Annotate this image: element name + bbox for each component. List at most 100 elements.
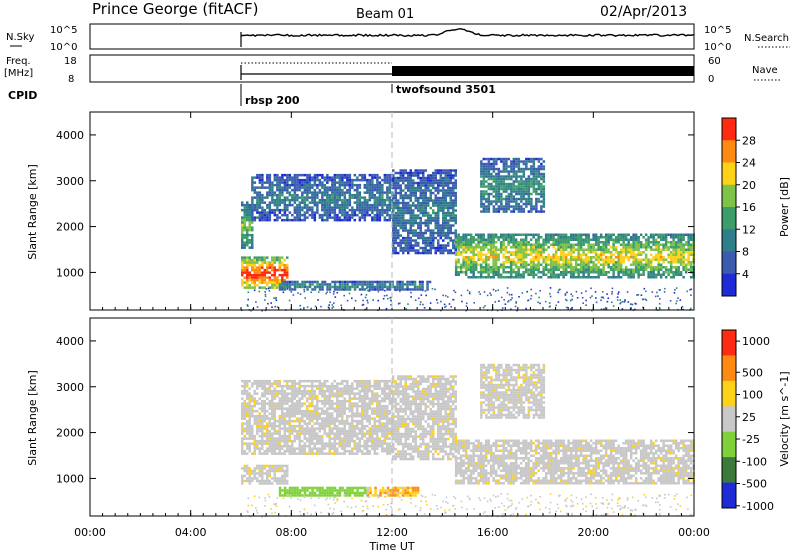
echo-cell xyxy=(412,231,415,235)
echo-cell xyxy=(253,449,256,453)
echo-cell xyxy=(525,202,528,206)
echo-cell xyxy=(271,407,274,410)
echo-cell xyxy=(687,236,690,239)
echo-cell xyxy=(301,447,304,450)
echo-cell xyxy=(281,412,284,415)
echo-cell xyxy=(454,249,457,252)
echo-cell xyxy=(485,192,488,196)
echo-cell xyxy=(273,387,276,390)
ground-scatter-cell xyxy=(642,306,644,309)
echo-cell xyxy=(263,482,266,485)
echo-cell xyxy=(346,216,349,219)
ground-scatter-cell xyxy=(677,297,679,299)
echo-cell xyxy=(358,206,362,209)
echo-cell xyxy=(534,273,538,276)
echo-cell xyxy=(452,214,455,217)
echo-cell xyxy=(296,183,299,187)
echo-cell xyxy=(306,208,309,212)
echo-cell xyxy=(414,239,417,242)
echo-cell xyxy=(266,196,269,199)
echo-cell xyxy=(306,409,309,413)
echo-cell xyxy=(386,285,389,289)
echo-cell xyxy=(444,189,447,192)
echo-cell xyxy=(669,236,673,239)
echo-cell xyxy=(447,184,450,187)
echo-cell xyxy=(569,263,573,266)
echo-cell xyxy=(378,193,382,197)
echo-cell xyxy=(276,173,279,177)
echo-cell xyxy=(622,258,625,261)
echo-cell xyxy=(577,273,580,276)
echo-cell xyxy=(394,206,397,210)
echo-cell xyxy=(368,181,372,184)
echo-cell xyxy=(540,185,543,188)
echo-cell xyxy=(361,173,364,177)
echo-cell xyxy=(607,266,610,269)
echo-cell xyxy=(283,449,286,453)
echo-cell xyxy=(500,182,503,186)
echo-cell xyxy=(454,221,457,225)
echo-cell xyxy=(482,175,486,178)
echo-cell xyxy=(474,238,478,241)
echo-cell xyxy=(241,432,244,435)
ground-scatter-cell xyxy=(414,299,417,301)
echo-cell xyxy=(246,402,249,405)
echo-cell xyxy=(278,263,281,267)
echo-cell xyxy=(525,157,528,161)
echo-cell xyxy=(534,263,538,266)
echo-cell xyxy=(617,276,620,279)
echo-cell xyxy=(564,271,568,274)
echo-cell xyxy=(248,286,251,289)
echo-cell xyxy=(552,243,555,246)
echo-cell xyxy=(348,191,352,194)
echo-cell xyxy=(261,482,264,485)
echo-cell xyxy=(306,196,309,199)
ground-scatter-cell xyxy=(436,299,438,301)
echo-cell xyxy=(485,180,488,183)
echo-cell xyxy=(467,266,470,269)
echo-cell xyxy=(273,477,276,480)
echo-cell xyxy=(261,181,264,184)
ground-scatter-cell xyxy=(268,290,271,292)
echo-cell xyxy=(303,422,306,425)
echo-cell xyxy=(597,238,600,241)
echo-cell xyxy=(687,241,690,244)
echo-cell xyxy=(268,432,271,435)
echo-cell xyxy=(328,198,332,202)
echo-cell xyxy=(333,216,337,219)
echo-cell xyxy=(577,238,580,241)
echo-cell xyxy=(537,185,541,188)
echo-cell xyxy=(507,243,510,246)
echo-cell xyxy=(537,187,541,191)
echo-cell xyxy=(298,427,301,430)
echo-cell xyxy=(682,251,685,254)
echo-cell xyxy=(251,238,254,242)
echo-cell xyxy=(529,273,533,276)
echo-cell xyxy=(268,442,271,445)
echo-cell xyxy=(301,429,304,433)
echo-cell xyxy=(524,238,528,241)
echo-cell xyxy=(434,231,437,235)
echo-cell xyxy=(432,209,435,212)
echo-cell xyxy=(343,201,347,204)
echo-cell xyxy=(524,241,528,244)
echo-cell xyxy=(487,200,491,203)
echo-cell xyxy=(273,464,276,468)
echo-cell xyxy=(537,253,540,256)
echo-cell xyxy=(371,176,374,179)
echo-cell xyxy=(494,248,498,251)
ground-scatter-cell xyxy=(675,302,677,305)
echo-cell xyxy=(419,219,422,222)
echo-cell xyxy=(363,186,367,189)
echo-cell xyxy=(321,288,324,291)
echo-cell xyxy=(273,404,276,408)
echo-cell xyxy=(351,280,354,284)
echo-cell xyxy=(331,183,334,187)
echo-cell xyxy=(644,243,648,246)
echo-cell xyxy=(532,170,536,173)
echo-cell xyxy=(261,414,264,418)
echo-cell xyxy=(273,191,277,194)
echo-cell xyxy=(492,162,496,166)
echo-cell xyxy=(447,179,450,182)
echo-cell xyxy=(507,241,510,244)
